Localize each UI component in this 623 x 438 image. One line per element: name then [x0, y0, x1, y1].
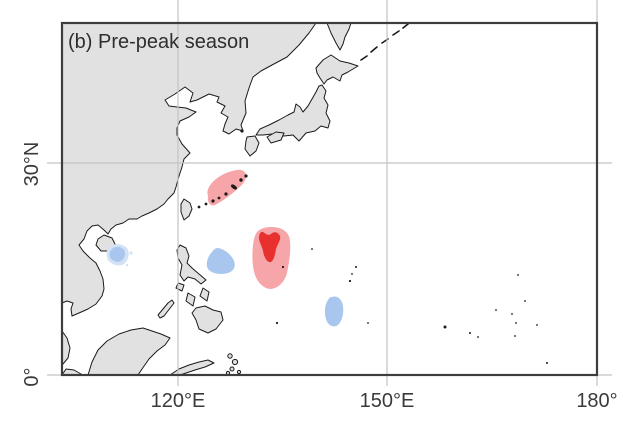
- negative-anomaly-luzon: [206, 248, 235, 274]
- land-moluccas: [229, 366, 235, 372]
- ryukyu-island-dot: [217, 196, 221, 200]
- pacific-island-speck: [546, 362, 548, 364]
- land-moluccas: [227, 353, 233, 359]
- tsushima-island: [240, 129, 244, 133]
- x-tick-label-180: 180°: [576, 390, 617, 412]
- x-tick-label-150e: 150°E: [360, 390, 415, 412]
- anomaly-regions: [106, 169, 344, 327]
- pacific-island-speck: [311, 248, 313, 250]
- positive-anomaly-ryukyu: [207, 169, 247, 206]
- negative-anomaly-scs-speck: [129, 251, 133, 255]
- negative-anomaly-southeast: [324, 296, 344, 327]
- ryukyu-island-dot: [244, 174, 248, 178]
- pacific-island-speck: [524, 300, 526, 302]
- kuril-islands: [360, 23, 409, 61]
- land-palawan: [157, 299, 175, 319]
- pacific-island-speck: [515, 322, 517, 324]
- okinawa-island: [231, 184, 237, 190]
- land-group: [61, 22, 359, 376]
- plot-border: [60, 21, 599, 377]
- ryukyu-island-dot: [197, 205, 201, 209]
- land-luzon: [176, 244, 207, 285]
- land-taiwan: [180, 198, 193, 221]
- pacific-island-speck: [469, 332, 471, 334]
- small-islands: [197, 129, 548, 364]
- mariana-island-speck: [355, 266, 357, 268]
- ryukyu-island-dot: [204, 202, 208, 206]
- land-mainland-asia: [61, 22, 317, 317]
- land-borneo: [87, 327, 171, 376]
- panel-title: (b) Pre-peak season: [68, 31, 249, 53]
- mariana-island-speck: [348, 279, 352, 283]
- y-tick-label-30n: 30°N: [21, 142, 43, 187]
- pacific-island-speck: [511, 313, 513, 315]
- land-sulawesi: [169, 359, 215, 376]
- land-honshu: [255, 84, 331, 142]
- land-moluccas: [231, 358, 239, 366]
- land-hokkaido: [315, 54, 359, 85]
- pacific-island-speck: [367, 322, 369, 324]
- negative-anomaly-scs: [109, 246, 125, 262]
- mariana-island-speck: [351, 273, 353, 275]
- ryukyu-island-dot: [211, 199, 215, 203]
- positive-anomaly-core: [259, 231, 281, 263]
- land-shikoku: [266, 131, 285, 144]
- pacific-island-speck: [477, 336, 479, 338]
- pacific-island-speck: [517, 274, 519, 276]
- pacific-island-speck: [281, 265, 285, 269]
- pacific-island-speck: [495, 309, 497, 311]
- pacific-island-speck: [536, 324, 538, 326]
- x-tick-label-120e: 120°E: [151, 390, 206, 412]
- ryukyu-island-dot: [224, 192, 228, 196]
- land-kyushu: [244, 135, 260, 157]
- land-visayas: [185, 292, 196, 307]
- pacific-island-speck: [514, 335, 516, 337]
- land-samar: [199, 287, 210, 302]
- y-tick-label-0: 0°: [21, 367, 43, 386]
- pacific-island-speck: [275, 321, 279, 325]
- land-moluccas: [236, 369, 242, 375]
- negative-anomaly-scs-speck: [125, 263, 129, 267]
- land-mindanao: [191, 305, 224, 334]
- land-sakhalin: [326, 22, 352, 51]
- ryukyu-island-dot: [239, 178, 243, 182]
- pacific-island-speck: [443, 325, 447, 329]
